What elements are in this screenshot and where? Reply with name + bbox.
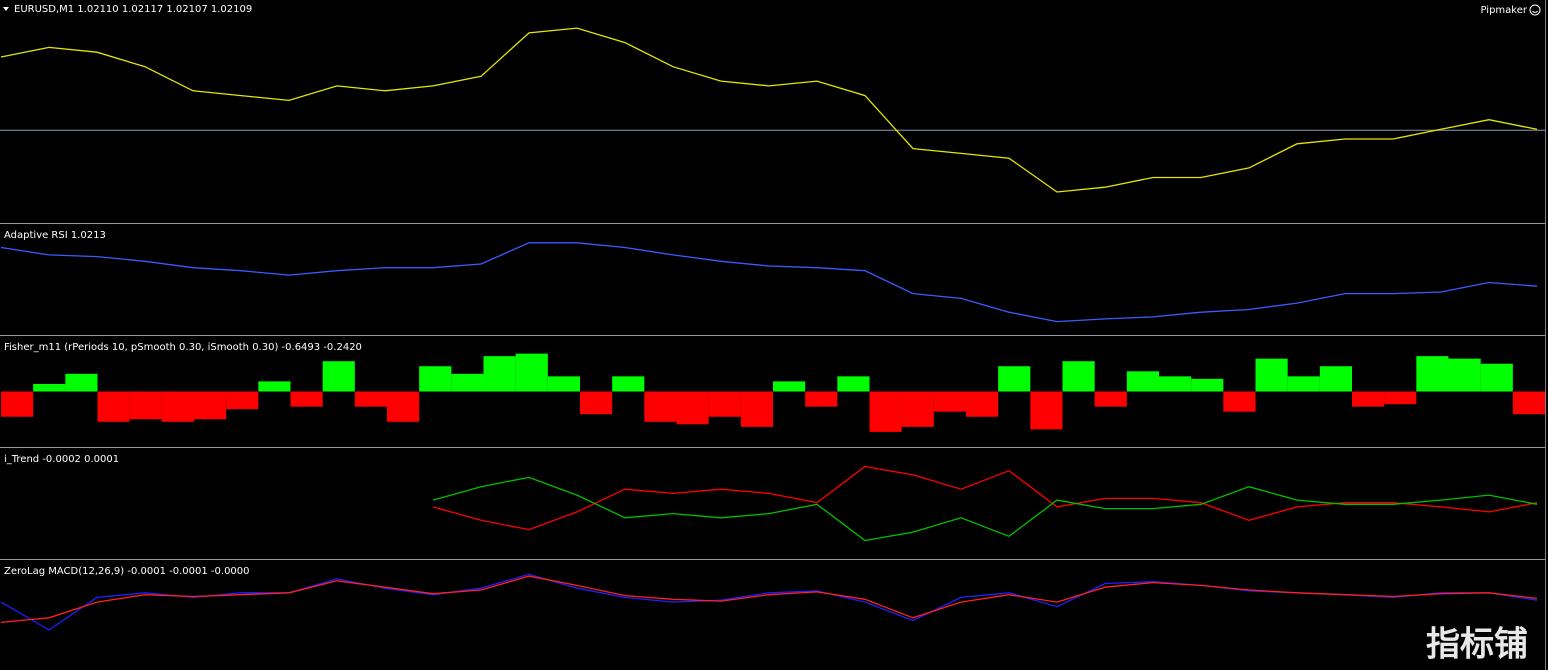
histogram-bar xyxy=(33,383,66,392)
histogram-bar xyxy=(1480,363,1513,392)
histogram-bar xyxy=(1287,376,1320,392)
panel-title: ZeroLag MACD(12,26,9) -0.0001 -0.0001 -0… xyxy=(4,566,250,577)
histogram-bar xyxy=(419,366,452,392)
histogram-bar xyxy=(1030,391,1063,430)
histogram-bar xyxy=(1126,371,1159,392)
smiley[interactable] xyxy=(1529,4,1541,16)
panel-title: EURUSD,M1 1.02110 1.02117 1.02107 1.0210… xyxy=(14,4,252,15)
histogram-bar xyxy=(644,391,677,422)
histogram-bar xyxy=(194,391,227,420)
histogram-bar xyxy=(933,391,966,412)
menu-arrow[interactable] xyxy=(3,7,9,11)
histogram-bar xyxy=(869,391,902,432)
histogram-bar xyxy=(1159,376,1192,392)
histogram-bar xyxy=(97,391,130,422)
histogram-bar xyxy=(161,391,194,422)
histogram-bar xyxy=(998,366,1031,392)
brand: Pipmaker xyxy=(1480,5,1527,16)
histogram-bar xyxy=(901,391,934,427)
smiley-mouth xyxy=(1532,10,1538,13)
series-line xyxy=(0,27,1538,193)
histogram-bar xyxy=(676,391,709,425)
series-line xyxy=(432,465,1538,531)
histogram-bar xyxy=(1223,391,1256,412)
panel-title: Adaptive RSI 1.0213 xyxy=(4,230,106,241)
histogram-bar xyxy=(1191,378,1224,392)
histogram-bar xyxy=(387,391,420,422)
histogram-bar xyxy=(129,391,162,420)
histogram-bar xyxy=(451,373,484,392)
histogram-bar xyxy=(226,391,259,410)
histogram-bar xyxy=(354,391,387,407)
histogram-bar xyxy=(1448,358,1481,392)
histogram-bar xyxy=(322,361,355,392)
histogram-bar xyxy=(65,373,98,392)
histogram-bar xyxy=(1319,366,1352,392)
histogram-bar xyxy=(1062,361,1095,392)
histogram-bar xyxy=(805,391,838,407)
histogram-bar xyxy=(1512,391,1545,415)
histogram-bar xyxy=(580,391,613,415)
histogram-bar xyxy=(837,376,870,392)
histogram-bar xyxy=(740,391,773,427)
series-line xyxy=(0,575,1538,624)
series-line xyxy=(0,242,1538,323)
histogram-bar xyxy=(515,353,548,392)
histogram-bar xyxy=(483,356,516,392)
histogram-bar xyxy=(1,391,34,417)
histogram-bar xyxy=(1094,391,1127,407)
histogram-bar xyxy=(612,376,645,392)
histogram-bar xyxy=(773,381,806,392)
histogram-bar xyxy=(1416,356,1449,392)
histogram-bar xyxy=(1352,391,1385,407)
watermark: 指标铺 xyxy=(1426,625,1528,665)
histogram-bar xyxy=(258,381,291,392)
histogram-bar xyxy=(1384,391,1417,405)
panel-title: Fisher_m11 (rPeriods 10, pSmooth 0.30, i… xyxy=(4,342,362,353)
histogram-bar xyxy=(290,391,323,407)
panel-title: i_Trend -0.0002 0.0001 xyxy=(4,454,119,465)
histogram-bar xyxy=(708,391,741,417)
histogram-bar xyxy=(966,391,999,417)
series-line xyxy=(432,476,1538,542)
histogram-bar xyxy=(1255,358,1288,392)
histogram-bar xyxy=(547,376,580,392)
